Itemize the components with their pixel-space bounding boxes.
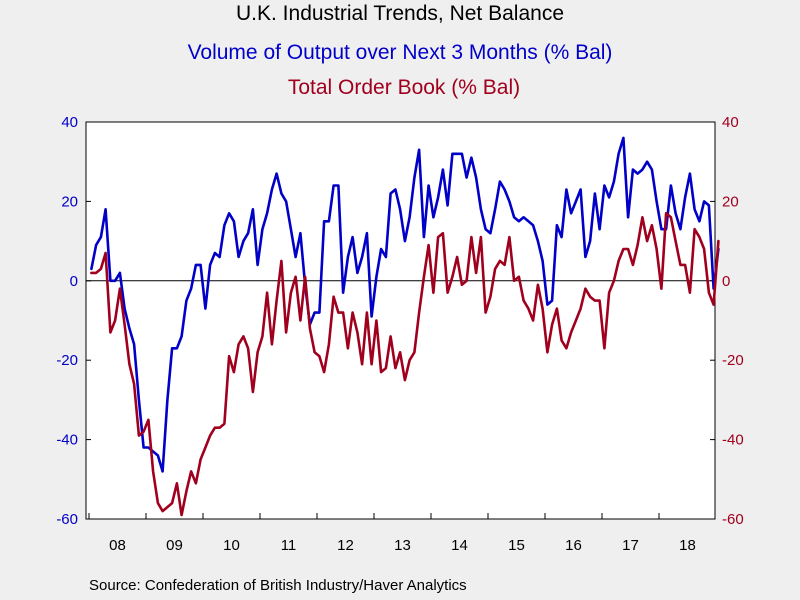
source-note: Source: Confederation of British Industr… bbox=[89, 577, 467, 594]
y-tick-label-right: 0 bbox=[722, 273, 730, 290]
x-tick-label: 09 bbox=[166, 537, 183, 554]
y-tick-label-left: 20 bbox=[61, 193, 78, 210]
series-line-order-book bbox=[90, 212, 720, 517]
x-tick-label: 08 bbox=[109, 537, 126, 554]
axes: 40 40 20 20 0 0 -20 -20 -40 -40 -60 -60 08 09 10 11 12 13… bbox=[56, 114, 743, 554]
y-tick-label-right: -20 bbox=[722, 352, 744, 369]
series2-title: Total Order Book (% Bal) bbox=[287, 76, 521, 99]
x-tick-label: 15 bbox=[508, 537, 525, 554]
x-tick-label: 14 bbox=[451, 537, 468, 554]
y-tick-label-left: -20 bbox=[56, 352, 78, 369]
y-tick-label-left: -40 bbox=[56, 432, 78, 449]
x-tick-label: 11 bbox=[281, 537, 297, 554]
y-tick-label-right: -40 bbox=[722, 432, 744, 449]
chart-title: U.K. Industrial Trends, Net Balance bbox=[236, 2, 564, 25]
series-line-output-volume bbox=[90, 136, 720, 473]
x-tick-label: 13 bbox=[394, 537, 411, 554]
x-tick-label: 10 bbox=[223, 537, 240, 554]
y-tick-label-left: -60 bbox=[56, 511, 78, 528]
series-lines bbox=[90, 136, 720, 517]
x-tick-label: 16 bbox=[565, 537, 582, 554]
plot-area bbox=[85, 121, 716, 520]
y-tick-label-right: -60 bbox=[722, 511, 744, 528]
y-tick-label-left: 40 bbox=[61, 114, 78, 131]
x-tick-label: 17 bbox=[622, 537, 639, 554]
series1-title: Volume of Output over Next 3 Months (% B… bbox=[187, 41, 613, 64]
y-tick-label-right: 20 bbox=[722, 193, 739, 210]
x-tick-label: 12 bbox=[337, 537, 354, 554]
y-tick-label-right: 40 bbox=[722, 114, 739, 131]
x-tick-label: 18 bbox=[679, 537, 696, 554]
y-tick-label-left: 0 bbox=[70, 273, 78, 290]
